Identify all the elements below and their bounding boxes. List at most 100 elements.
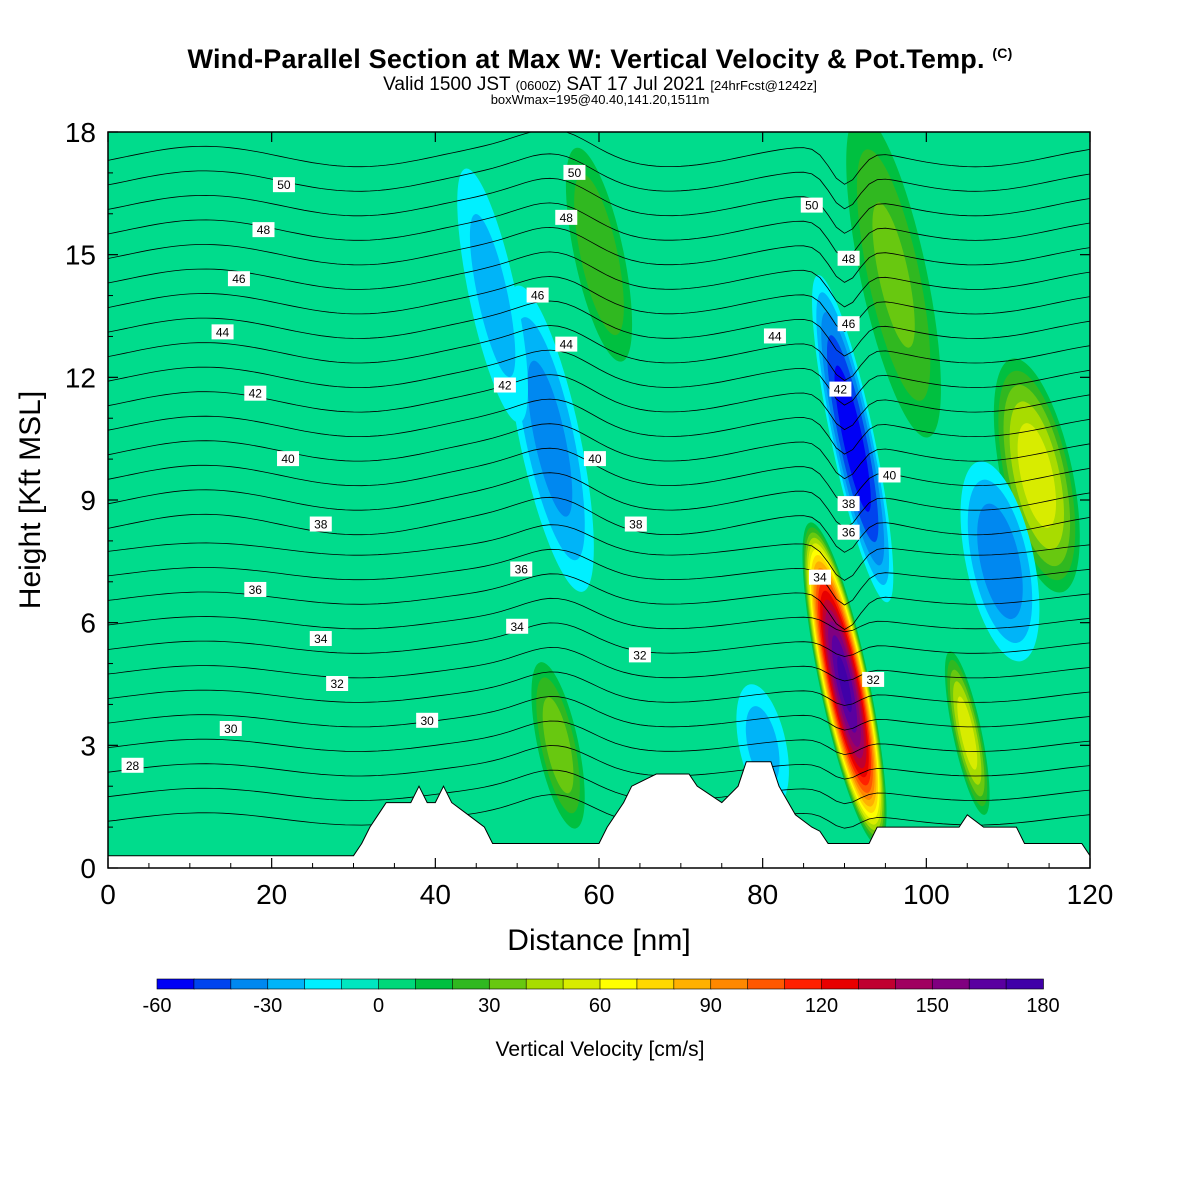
isentrope-label: 48 (252, 222, 275, 238)
chart-title: Wind-Parallel Section at Max W: Vertical… (0, 44, 1200, 75)
isentrope-label-text: 30 (420, 714, 434, 728)
isentrope-label: 34 (808, 569, 831, 585)
isentrope-line (108, 548, 1090, 606)
isentrope-line (108, 524, 1090, 581)
isentrope-line (108, 696, 1090, 731)
y-tick-label: 18 (65, 117, 96, 148)
isentrope-label-box (416, 712, 439, 728)
colorbar-swatch (710, 978, 749, 990)
isentrope-label-box (326, 676, 349, 691)
isentrope-label: 46 (526, 287, 549, 303)
isentrope-label-text: 50 (568, 166, 582, 180)
isentrope-label-box (800, 197, 823, 213)
isentrope-label-box (244, 385, 267, 401)
isentrope-label-text: 44 (560, 338, 574, 352)
isentrope-label-box (526, 287, 549, 303)
isentrope-label: 32 (862, 671, 885, 687)
isentrope-line (108, 398, 1090, 455)
isentrope-line (108, 177, 1090, 234)
isentrope-label-box (211, 324, 234, 340)
isentrope-label-text: 46 (842, 317, 856, 331)
isentrope-label: 44 (763, 328, 786, 344)
isentrope-label-box (837, 316, 860, 332)
terrain (108, 761, 1090, 868)
velocity-contour-1 (834, 365, 871, 512)
colorbar-swatch (636, 978, 675, 990)
colorbar-tick-label: 90 (700, 995, 722, 1017)
isentrope-label-text: 50 (277, 178, 291, 192)
title-text: Wind-Parallel Section at Max W: Vertical… (187, 44, 985, 74)
isentrope-label: 48 (555, 209, 578, 225)
colorbar: -60 -30 0 30 60 90 120 150 180 Vertical Velocity … (143, 978, 1060, 1061)
isentrope-label-box (510, 561, 533, 577)
isentrope-label: 46 (837, 316, 860, 332)
isentrope-line (108, 132, 1090, 185)
colorbar-tick-label: -60 (143, 995, 172, 1017)
isentrope-label-box (862, 671, 885, 687)
isentrope-line (108, 325, 1090, 381)
isentrope-label-text: 34 (813, 571, 827, 585)
isentrope-line (108, 573, 1090, 630)
valid-prefix: Valid 1500 JST (383, 74, 511, 95)
isentrope-label: 38 (837, 496, 860, 512)
isentrope-label-text: 32 (633, 648, 647, 662)
isentrope-label: 38 (624, 516, 647, 532)
isentrope-label-text: 50 (805, 199, 819, 213)
isentrope-line (108, 423, 1090, 480)
valid-time: Valid 1500 JST (0600Z) SAT 17 Jul 2021 [… (0, 74, 1200, 96)
colorbar-tick-label: 120 (805, 995, 838, 1017)
isentrope-line (108, 374, 1090, 431)
colorbar-swatch (895, 978, 934, 990)
isentrope-label-box (252, 222, 275, 238)
colorbar-swatch (341, 978, 380, 990)
colorbar-swatch (562, 978, 601, 990)
isentrope-label-text: 48 (560, 211, 574, 225)
isentrope-line (108, 226, 1090, 283)
velocity-contour-6 (574, 174, 624, 336)
isentrope-label: 34 (309, 631, 332, 647)
isentrope-label-text: 44 (216, 325, 230, 339)
isentrope-label-box (624, 516, 647, 532)
x-tick-label: 40 (420, 879, 451, 910)
x-tick-label: 60 (583, 879, 614, 910)
isentrope-label-text: 42 (834, 383, 848, 397)
isentrope-label: 44 (211, 324, 234, 340)
plot-area: 28 30 32 34 36 38 40 42 44 46 48 50 30 34 36 42 44 46 48 50… (108, 132, 1090, 868)
colorbar-swatch (488, 978, 527, 990)
isentrope-label: 40 (277, 451, 300, 467)
isentrope-label: 50 (800, 197, 823, 213)
velocity-contour-9 (872, 202, 915, 348)
colorbar-swatch (747, 978, 786, 990)
colorbar-swatch (267, 978, 306, 990)
box-info: boxWmax=195@40.40,141.20,1511m (490, 92, 710, 107)
isentrope-label-box (309, 516, 332, 532)
colorbar-tick-label: 180 (1026, 995, 1059, 1017)
isentrope-line (108, 745, 1090, 780)
x-tick-label: 120 (1067, 879, 1114, 910)
colorbar-swatch (230, 978, 269, 990)
isentrope-label: 48 (837, 250, 860, 266)
isentrope-label: 44 (555, 336, 578, 352)
colorbar-swatch (673, 978, 712, 990)
colorbar-swatch (784, 978, 823, 990)
isentrope-label-text: 32 (866, 673, 880, 687)
isentrope-label-box (555, 209, 578, 225)
isentrope-label-text: 40 (883, 468, 897, 482)
isentrope-label: 36 (510, 561, 533, 577)
colorbar-tick-label: 150 (916, 995, 949, 1017)
isentrope-label-box (272, 177, 295, 193)
x-tick-label: 100 (903, 879, 950, 910)
isentrope-label-box (837, 524, 860, 540)
isentrope-label-box (808, 569, 831, 585)
isentrope-line (108, 622, 1090, 657)
isentrope-label-text: 42 (498, 379, 512, 393)
colorbar-swatch (931, 978, 970, 990)
isentrope-label-text: 40 (588, 452, 602, 466)
isentrope-label: 42 (829, 381, 852, 397)
isentrope-label-box (555, 336, 578, 352)
x-tick-label: 80 (747, 879, 778, 910)
x-tick-label: 20 (256, 879, 287, 910)
isentrope-label: 36 (244, 581, 267, 597)
isentrope-label: 34 (506, 618, 529, 634)
isentrope-line (108, 447, 1090, 504)
